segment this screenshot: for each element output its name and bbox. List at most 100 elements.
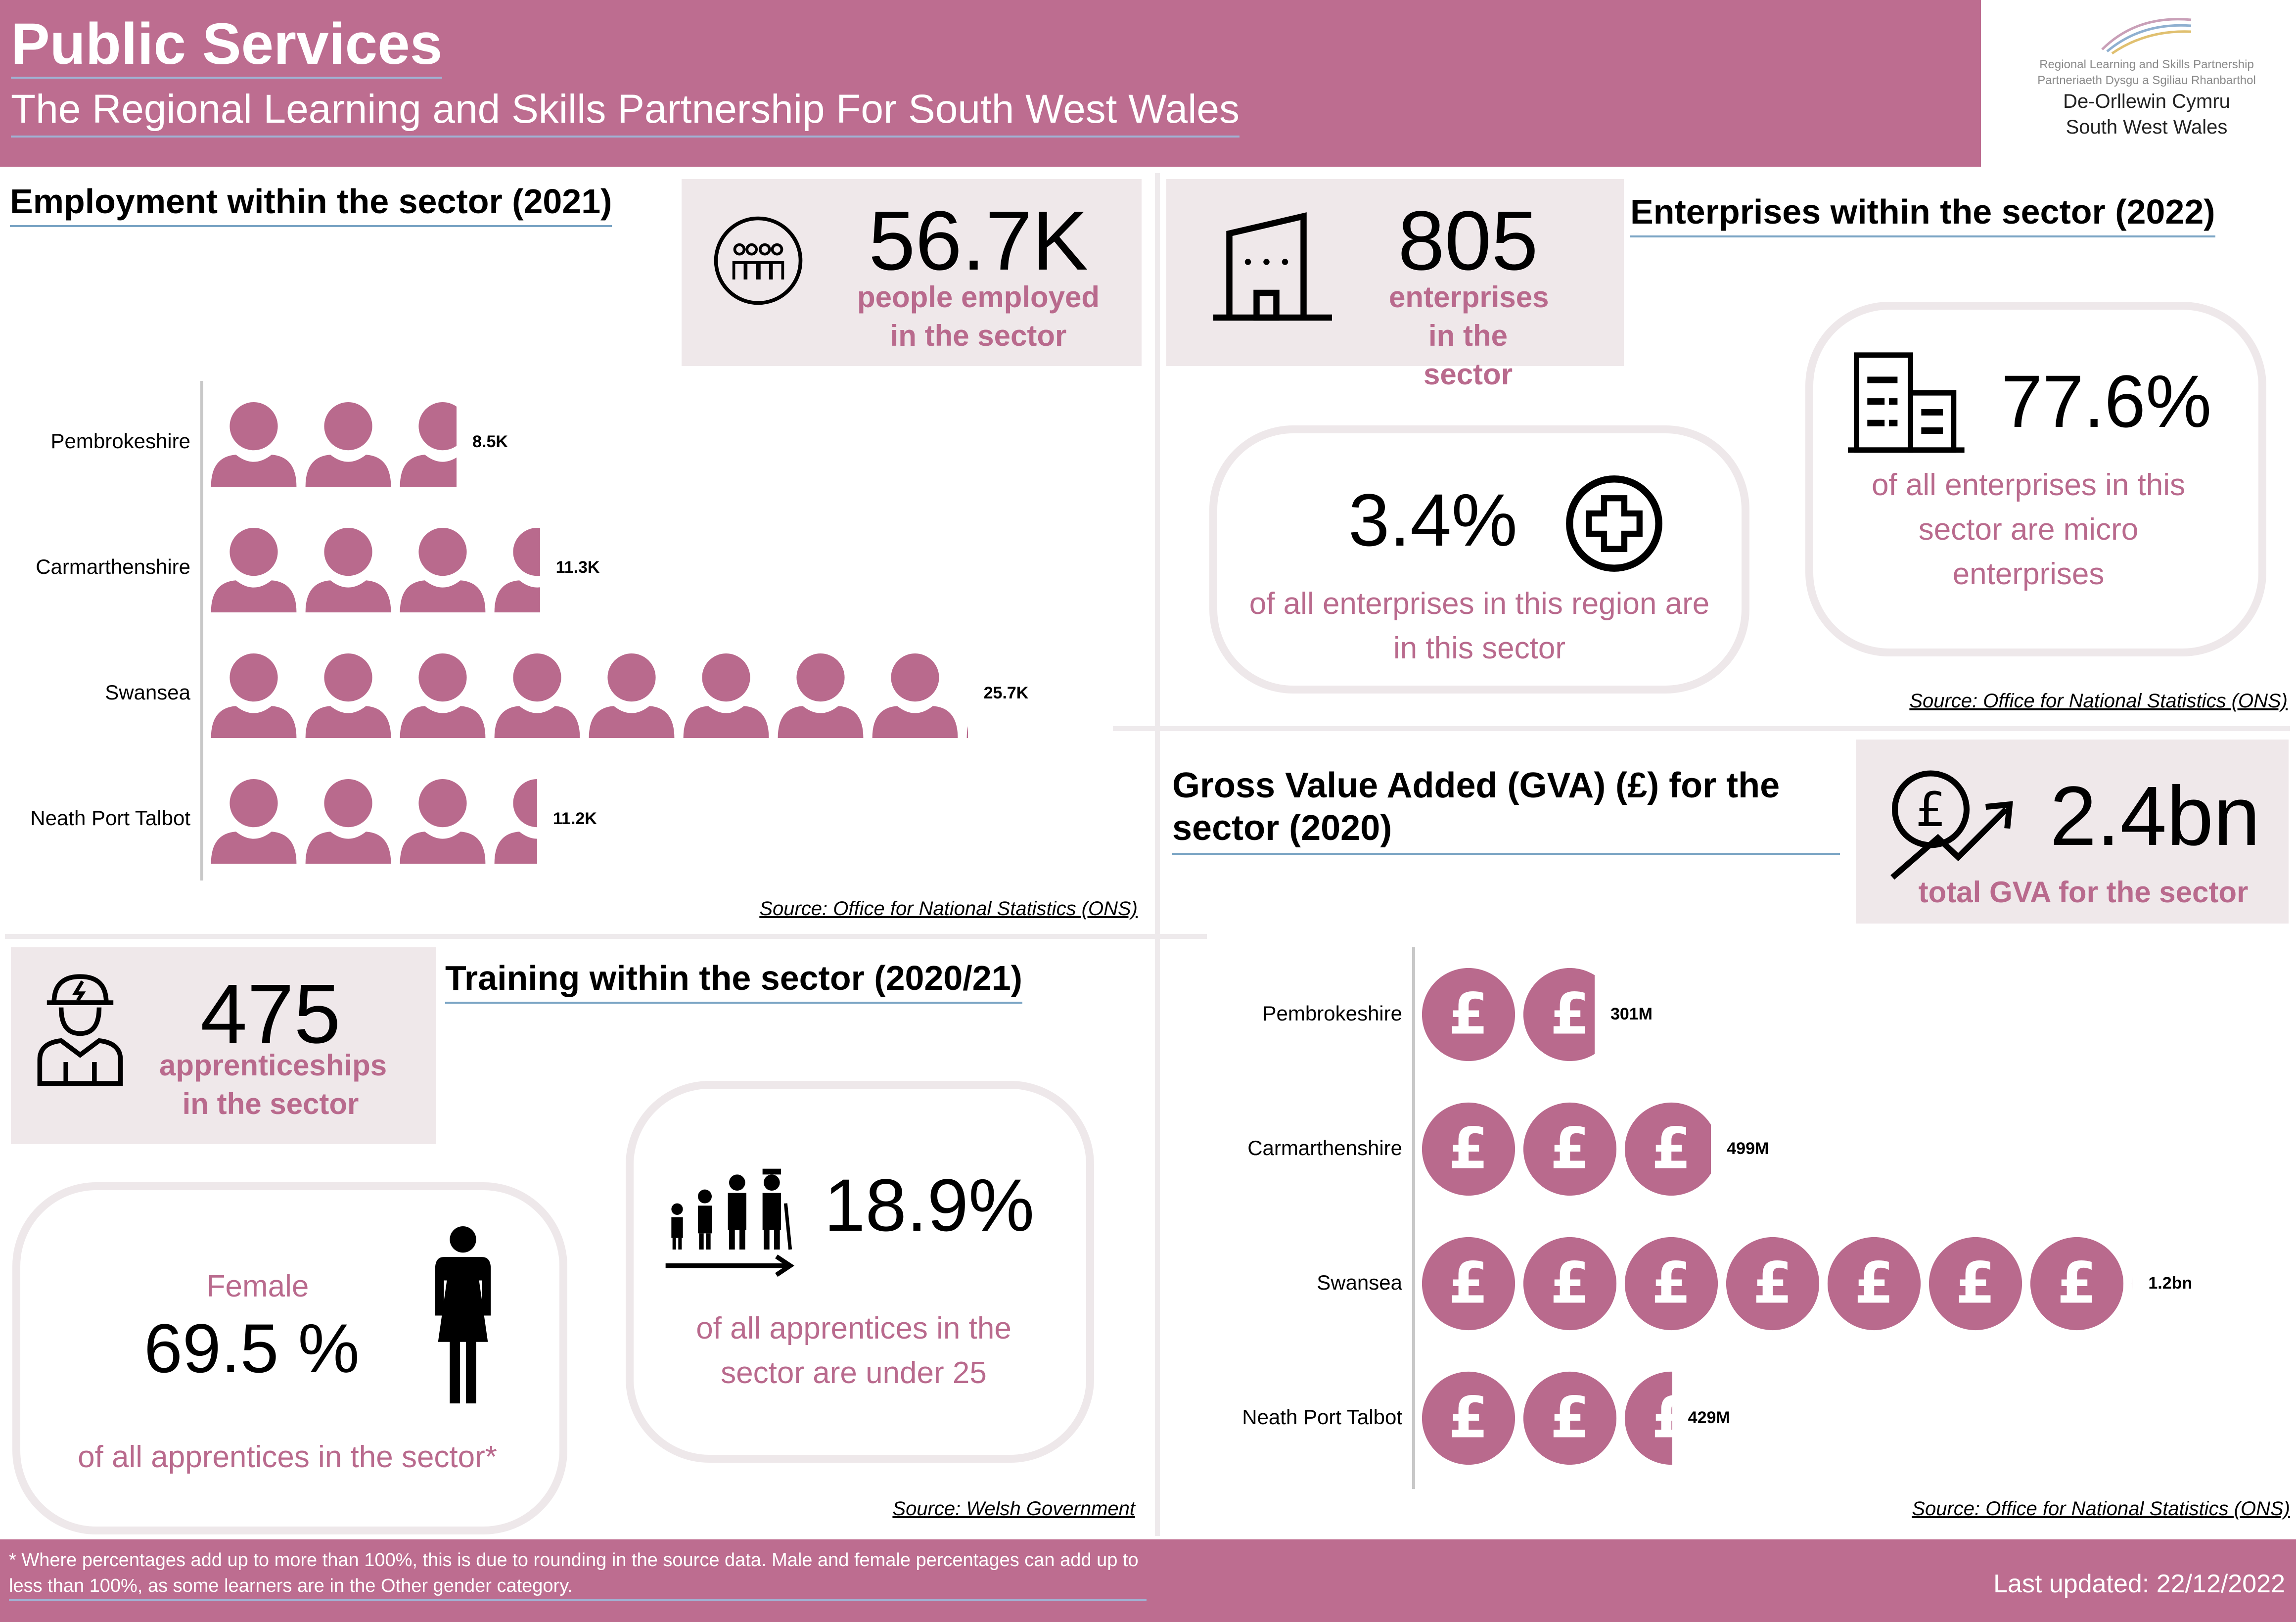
female-person-icon [435, 1226, 491, 1404]
person-icon [965, 647, 968, 740]
person-icon [304, 773, 393, 866]
pound-coin-icon: £ [2029, 1236, 2124, 1331]
svg-text:£: £ [1652, 1385, 1672, 1451]
pound-coin-icon: £ [1522, 967, 1595, 1062]
person-icon [398, 396, 457, 489]
person-icon [398, 647, 487, 740]
region-share-value: 3.4% [1348, 478, 1517, 561]
person-icon [587, 647, 676, 740]
person-icon [398, 521, 487, 614]
under25-text: of all apprentices in the sector are und… [696, 1311, 1011, 1390]
footnote: * Where percentages add up to more than … [9, 1547, 1147, 1601]
gva-axis [1412, 947, 1415, 1489]
page-subtitle: The Regional Learning and Skills Partner… [11, 89, 1240, 138]
region-share-pill: 3.4% of all enterprises in this region a… [1209, 425, 1749, 694]
enterprises-total-label: enterprises in the sector [1389, 280, 1549, 391]
person-icon [209, 396, 298, 489]
category-label: Carmarthenshire [36, 555, 190, 578]
data-value-label: 25.7K [983, 684, 1029, 702]
gva-source: Source: Office for National Statistics (… [1912, 1498, 2290, 1520]
data-value-label: 11.2K [553, 809, 597, 828]
logo-line-en: Regional Learning and Skills Partnership [2039, 58, 2254, 71]
category-label: Swansea [105, 681, 190, 704]
swoosh-logo-icon [2101, 18, 2192, 55]
employment-source: Source: Office for National Statistics (… [759, 898, 1138, 920]
svg-text:£: £ [1550, 1385, 1590, 1451]
pound-growth-icon: £ [1890, 770, 2013, 880]
svg-text:£: £ [1550, 1250, 1590, 1316]
employment-card: 56.7K people employed in the sector [682, 179, 1142, 366]
svg-text:£: £ [1916, 782, 1946, 837]
enterprises-total: 805 [1398, 194, 1538, 288]
svg-text:£: £ [1753, 1250, 1792, 1316]
pound-coin-icon: £ [1522, 1102, 1617, 1197]
pound-coin-icon: £ [1421, 1371, 1516, 1466]
category-label: Swansea [1317, 1271, 1402, 1294]
horizontal-divider-left [5, 934, 1207, 939]
pound-coin-icon: £ [1624, 1236, 1719, 1331]
person-icon [776, 647, 865, 740]
under25-pill: 18.9% of all apprentices in the sector a… [626, 1081, 1094, 1463]
person-icon [209, 521, 298, 614]
category-label: Carmarthenshire [1247, 1136, 1402, 1159]
person-icon [493, 647, 582, 740]
micro-share-value: 77.6% [2001, 360, 2212, 443]
svg-text:£: £ [2057, 1250, 2097, 1316]
pound-coin-icon: £ [1522, 1371, 1617, 1466]
svg-text:£: £ [1854, 1250, 1894, 1316]
enterprises-title: Enterprises within the sector (2022) [1630, 191, 2215, 237]
data-value-label: 1.2bn [2148, 1274, 2193, 1293]
building-icon [1213, 212, 1332, 321]
svg-text:£: £ [1652, 1250, 1691, 1316]
svg-text:£: £ [1652, 1115, 1691, 1182]
person-icon [209, 773, 298, 866]
apprenticeships-card: 475 apprenticeships in the sector [11, 947, 436, 1144]
region-share-text: of all enterprises in this region are in… [1249, 587, 1710, 665]
female-label: Female [206, 1269, 309, 1303]
pound-coin-icon: £ [1421, 1102, 1516, 1197]
training-source: Source: Welsh Government [892, 1498, 1135, 1520]
micro-share-pill: 77.6% of all enterprises in this sector … [1805, 302, 2266, 656]
micro-share-text: of all enterprises in this sector are mi… [1871, 468, 2186, 591]
worker-hardhat-icon [37, 974, 123, 1086]
female-share-value: 69.5 % [144, 1309, 360, 1387]
svg-text:£: £ [1550, 1115, 1590, 1182]
category-label: Neath Port Talbot [1242, 1405, 1402, 1429]
category-label: Neath Port Talbot [30, 806, 190, 830]
pound-coin-icon: £ [1624, 1102, 1711, 1197]
office-buildings-icon [1848, 352, 1965, 453]
person-icon [304, 521, 393, 614]
employment-axis [200, 381, 203, 881]
header-banner: Public Services The Regional Learning an… [0, 0, 1981, 167]
category-label: Pembrokeshire [50, 429, 190, 453]
apprenticeships-total-label: apprenticeships in the sector [159, 1049, 387, 1120]
female-share-pill: Female 69.5 % of all apprentices in the … [12, 1182, 567, 1534]
person-icon [398, 773, 487, 866]
medical-cross-icon [1566, 475, 1662, 572]
training-title: Training within the sector (2020/21) [445, 957, 1022, 1004]
pound-coin-icon: £ [2131, 1236, 2133, 1331]
person-icon [871, 647, 960, 740]
gva-total-label: total GVA for the sector [1918, 876, 2249, 909]
employment-total: 56.7K [868, 194, 1089, 288]
data-value-label: 429M [1688, 1408, 1730, 1427]
svg-text:£: £ [1449, 1115, 1488, 1182]
pound-coin-icon: £ [1624, 1371, 1672, 1466]
gva-card: £ 2.4bn total GVA for the sector [1856, 740, 2289, 924]
data-value-label: 301M [1610, 1005, 1653, 1023]
last-updated: Last updated: 22/12/2022 [1993, 1570, 2285, 1598]
gva-total: 2.4bn [2050, 769, 2260, 863]
svg-text:£: £ [1449, 1385, 1488, 1451]
page-title: Public Services [11, 11, 443, 79]
data-value-label: 11.3K [555, 558, 600, 577]
person-icon [682, 647, 771, 740]
female-share-text: of all apprentices in the sector* [78, 1440, 497, 1474]
pound-coin-icon: £ [1725, 1236, 1820, 1331]
employment-title: Employment within the sector (2021) [10, 181, 612, 227]
person-icon [493, 773, 537, 866]
enterprises-source: Source: Office for National Statistics (… [1909, 690, 2288, 712]
logo-line-cy: Partneriaeth Dysgu a Sgiliau Rhanbarthol [2037, 74, 2256, 87]
apprenticeships-total: 475 [200, 967, 341, 1061]
rlsp-logo: Regional Learning and Skills Partnership… [2008, 10, 2285, 158]
under25-value: 18.9% [824, 1163, 1035, 1247]
